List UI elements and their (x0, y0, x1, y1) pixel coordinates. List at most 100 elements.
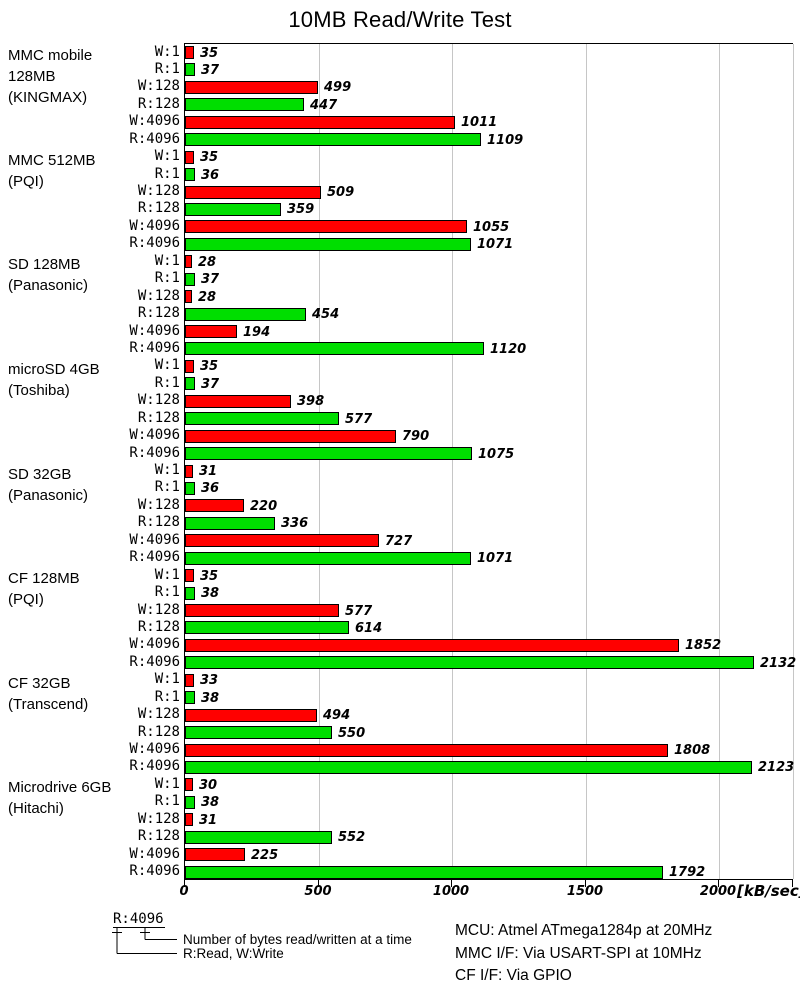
value-label: 577 (345, 603, 373, 619)
bar-w-4096 (185, 220, 467, 234)
bar-r-1 (185, 586, 195, 600)
bar-w-128 (185, 604, 339, 617)
bar-r-1 (185, 691, 195, 705)
bar-tick-label: R:128 (137, 95, 180, 112)
bar-tick-label: W:1 (154, 43, 180, 60)
axis-unit-label: [kB/sec] (737, 882, 800, 900)
bar-r-4096 (185, 447, 472, 461)
value-label: 1055 (473, 219, 510, 235)
bar-r-128 (185, 307, 306, 321)
bar-w-1 (185, 255, 192, 269)
group-label-line: (PQI) (8, 172, 44, 190)
value-label: 1071 (477, 237, 514, 253)
value-label: 33 (200, 673, 219, 689)
bar-tick-label: W:4096 (129, 217, 180, 234)
axis-tick (585, 880, 586, 887)
value-label: 359 (287, 202, 315, 218)
bar-w-1 (185, 464, 193, 478)
bar-r-4096 (185, 656, 754, 670)
group-label-line: (Panasonic) (8, 277, 89, 295)
bar-tick-label: W:4096 (129, 427, 180, 444)
value-label: 194 (243, 324, 271, 340)
axis-tick-label: 1000 (432, 884, 470, 899)
value-label: 790 (402, 429, 430, 445)
chart-title: 10MB Read/Write Test (288, 7, 512, 32)
group-label: Microdrive 6GB (Hitachi) (8, 777, 133, 819)
bar-r-4096 (185, 133, 481, 147)
value-label: 2123 (758, 760, 795, 776)
value-label: 727 (385, 533, 413, 549)
value-label: 550 (338, 725, 366, 741)
legend-note-bytes: Number of bytes read/written at a time (183, 932, 412, 947)
value-label: 38 (201, 690, 220, 706)
group-label-line: 128MB (8, 68, 56, 85)
bar-tick-label: W:128 (137, 601, 180, 618)
bar-r-128 (185, 516, 275, 530)
bar-r-128 (185, 98, 304, 112)
plot-right-edge (793, 44, 794, 879)
bar-tick-label: W:1 (154, 566, 180, 583)
bar-tick-label: R:128 (137, 305, 180, 322)
value-label: 30 (199, 777, 218, 793)
bar-w-128 (185, 499, 244, 513)
axis-tick-label: 500 (304, 884, 332, 899)
bar-tick-label: R:1 (154, 270, 180, 287)
bar-w-128 (185, 290, 192, 304)
group-label: MMC 512MB (PQI) (8, 150, 133, 192)
cf-if-info-line: CF I/F: Via GPIO (455, 967, 572, 984)
system-info: MCU: Atmel ATmega1284p at 20MHz MMC I/F:… (455, 920, 712, 988)
bar-tick-label: W:4096 (129, 741, 180, 757)
bar-tick-label: R:4096 (129, 235, 180, 252)
bar-tick-label: W:4096 (129, 113, 180, 130)
value-label: 31 (199, 464, 218, 479)
bar-tick-label: R:4096 (129, 130, 180, 147)
group-label-line: (KINGMAX) (8, 89, 88, 106)
legend-annotation: R:4096 Number of bytes read/written at a… (112, 911, 412, 961)
group-label: microSD 4GB (Toshiba) (8, 359, 133, 401)
value-label: 35 (200, 359, 219, 375)
group-label-line: (PQI) (8, 591, 44, 609)
bar-r-128 (185, 621, 349, 635)
value-label: 225 (251, 847, 279, 863)
group-label-line: CF 128MB (8, 570, 80, 588)
value-label: 1120 (490, 341, 527, 357)
group-label-line: Microdrive 6GB (8, 779, 112, 797)
value-label: 36 (201, 167, 220, 183)
group-label-line: CF 32GB (8, 674, 71, 692)
value-label: 38 (201, 586, 220, 602)
value-label: 28 (198, 289, 217, 305)
value-label: 1071 (477, 551, 514, 567)
axis-tick (451, 880, 452, 887)
value-label: 31 (199, 812, 218, 828)
legend-example-text: R:4096 (113, 911, 164, 927)
mmc-if-info-line: MMC I/F: Via USART-SPI at 10MHz (455, 944, 702, 962)
bar-r-1 (185, 377, 195, 391)
bar-r-1 (185, 795, 195, 809)
group-label-line: MMC 512MB (8, 151, 96, 169)
bar-w-128 (185, 80, 318, 94)
bar-w-1 (185, 46, 194, 59)
value-label: 1792 (669, 865, 706, 881)
value-label: 36 (201, 481, 220, 497)
value-label: 614 (355, 620, 383, 636)
gridline (586, 44, 587, 879)
bar-w-1 (185, 778, 193, 792)
bar-tick-label: W:128 (137, 496, 180, 513)
bar-tick-label: R:128 (137, 618, 180, 635)
group-label-line: (Transcend) (8, 695, 89, 713)
value-label: 1011 (461, 115, 498, 131)
bar-r-128 (185, 830, 332, 844)
bar-r-128 (185, 202, 281, 216)
value-label: 494 (323, 708, 351, 724)
bar-tick-label: R:1 (154, 479, 180, 496)
value-label: 1852 (685, 638, 722, 654)
group-label-line: (Toshiba) (8, 381, 70, 399)
group-label-line: SD 128MB (8, 256, 81, 274)
group-label: SD 128MB (Panasonic) (8, 254, 133, 296)
bar-r-4096 (185, 551, 471, 565)
group-label-line: (Panasonic) (8, 486, 89, 504)
bar-tick-label: W:1 (154, 775, 180, 792)
bar-tick-label: R:128 (137, 828, 180, 845)
value-label: 1808 (674, 743, 711, 758)
